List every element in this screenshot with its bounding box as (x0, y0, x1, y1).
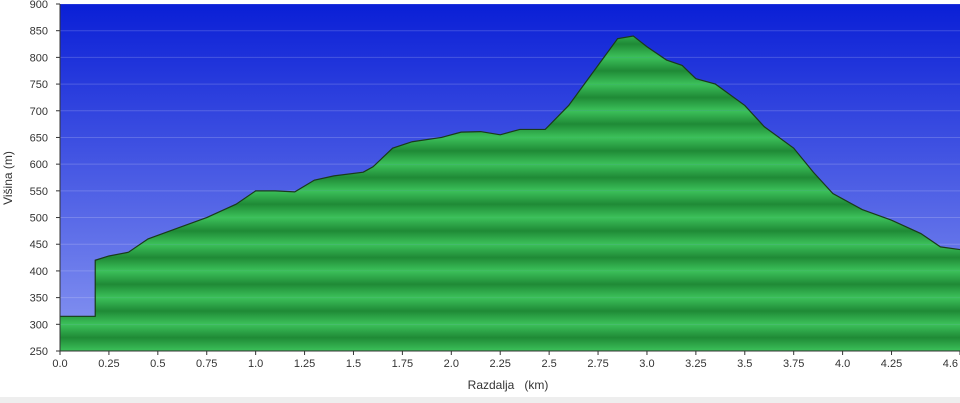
x-tick-label-4: 1.0 (248, 358, 263, 370)
x-tick-label-8: 2.0 (444, 358, 459, 370)
x-tick-label-11: 2.75 (587, 358, 608, 370)
x-tick-label-15: 3.75 (783, 358, 804, 370)
x-tick-label-16: 4.0 (835, 358, 850, 370)
bottom-strip (0, 397, 960, 403)
area-band-450 (60, 217, 960, 245)
x-tick-label-3: 0.75 (196, 358, 217, 370)
x-tick-label-2: 0.5 (150, 358, 165, 370)
area-band-250 (60, 324, 960, 351)
x-tick-label-10: 2.5 (541, 358, 556, 370)
y-tick-label-400: 400 (30, 266, 48, 278)
x-tick-label-6: 1.5 (346, 358, 361, 370)
x-axis-title: Razdalja (km) (468, 378, 549, 392)
y-tick-label-300: 300 (30, 319, 48, 331)
y-tick-label-700: 700 (30, 106, 48, 118)
y-tick-label-800: 800 (30, 52, 48, 64)
y-tick-label-450: 450 (30, 239, 48, 251)
x-tick-label-5: 1.25 (294, 358, 315, 370)
x-tick-label-0: 0.0 (52, 358, 67, 370)
x-tick-label-14: 3.5 (737, 358, 752, 370)
y-tick-label-850: 850 (30, 26, 48, 38)
y-tick-label-650: 650 (30, 132, 48, 144)
y-tick-label-900: 900 (30, 0, 48, 11)
y-tick-label-350: 350 (30, 293, 48, 305)
y-tick-label-750: 750 (30, 79, 48, 91)
elevation-line (60, 35, 960, 317)
y-axis-title: Višina (m) (1, 151, 15, 205)
x-tick-label-18: 4.6 (943, 358, 958, 370)
x-tick-label-7: 1.75 (392, 358, 413, 370)
area-band-300 (60, 297, 960, 325)
x-tick-label-17: 4.25 (881, 358, 902, 370)
x-tick-label-9: 2.25 (490, 358, 511, 370)
x-tick-label-13: 3.25 (685, 358, 706, 370)
y-tick-label-500: 500 (30, 213, 48, 225)
y-tick-label-250: 250 (30, 346, 48, 358)
area-band-350 (60, 270, 960, 298)
area-band-400 (60, 244, 960, 271)
x-tick-label-1: 0.25 (98, 358, 119, 370)
y-tick-label-600: 600 (30, 159, 48, 171)
x-tick-label-12: 3.0 (639, 358, 654, 370)
y-tick-label-550: 550 (30, 186, 48, 198)
